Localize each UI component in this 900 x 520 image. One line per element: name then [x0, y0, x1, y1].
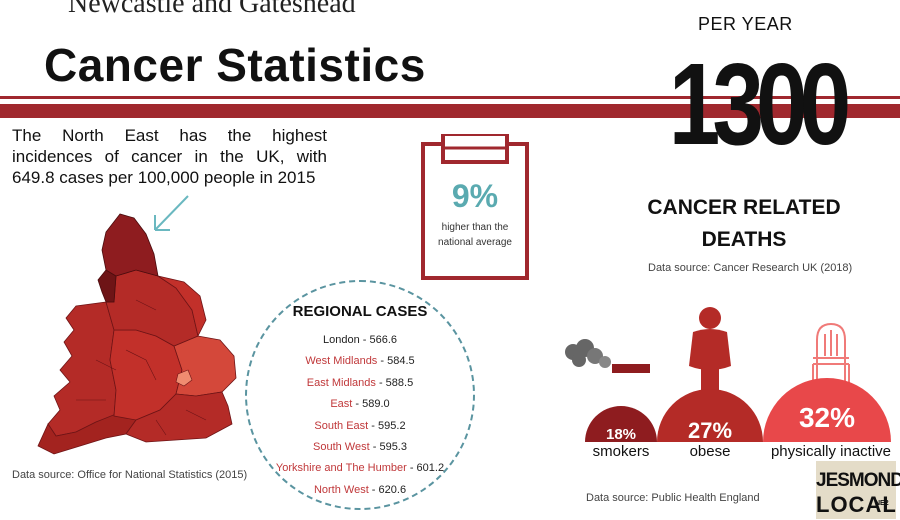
risk-factors-graphic: [565, 307, 891, 442]
comparison-percent: 9%: [451, 178, 499, 214]
obese-label: obese: [689, 443, 731, 460]
map-region-south: [125, 391, 233, 443]
page-title: Cancer Statistics: [44, 39, 426, 91]
regional-case-separator: -: [375, 376, 386, 389]
header-rule-thin: [0, 96, 900, 99]
regional-case-row: East Midlands - 588.5: [245, 373, 475, 394]
obese-percent: 27%: [687, 418, 733, 443]
regional-case-name: South West: [313, 440, 370, 453]
regional-case-name: East: [330, 398, 353, 411]
regional-case-value: 588.5: [385, 376, 414, 389]
regional-case-value: 595.2: [378, 419, 406, 432]
per-year-label: PER YEAR: [698, 14, 793, 34]
regional-case-separator: -: [368, 419, 379, 432]
regional-case-name: East Midlands: [306, 376, 376, 389]
regional-case-value: 620.6: [378, 483, 407, 496]
inactive-percent: 32%: [798, 402, 856, 433]
map-region-east: [173, 335, 237, 397]
regional-case-name: North West: [313, 483, 369, 496]
regional-case-row: London - 566.6: [245, 330, 475, 351]
logo-suffix: NE2: [875, 500, 889, 507]
regional-case-value: 601.2: [416, 462, 445, 475]
smoke-icon: [565, 339, 650, 373]
regional-case-name: London: [322, 334, 360, 346]
regional-case-value: 589.0: [362, 398, 390, 411]
regional-case-row: East - 589.0: [245, 394, 475, 415]
regional-cases-list: London - 566.6 West Midlands - 584.5 East …: [245, 330, 475, 501]
obese-semicircle: [657, 389, 763, 442]
regional-case-row: West Midlands - 584.5: [245, 351, 475, 372]
deaths-label-line2: DEATHS: [701, 228, 787, 251]
comparison-label: higher than the national average: [438, 222, 512, 248]
pointer-arrow-icon: [154, 195, 189, 231]
regional-case-separator: -: [377, 355, 388, 368]
regional-case-name: West Midlands: [305, 355, 378, 368]
risk-data-source: Data source: Public Health England: [586, 492, 760, 504]
regional-case-name: South East: [314, 419, 369, 432]
regional-case-separator: -: [352, 398, 363, 411]
place-heading: Newcastle and Gateshead: [68, 0, 356, 19]
map-data-source: Data source: Office for National Statist…: [12, 469, 248, 481]
regional-case-row: South West - 595.3: [245, 437, 475, 458]
smokers-percent: 18%: [605, 426, 637, 443]
deaths-label-line1: CANCER RELATED: [647, 196, 841, 219]
regional-cases-title: REGIONAL CASES: [292, 303, 428, 320]
regional-case-value: 595.3: [379, 440, 407, 453]
intro-text: The North East has the highest incidence…: [12, 126, 327, 187]
deaths-label: CANCER RELATED DEATHS: [620, 192, 868, 256]
header-rule-thick: [0, 104, 900, 118]
map-region-west: [47, 301, 117, 437]
person-icon: [689, 307, 731, 392]
smokers-label: smokers: [592, 443, 650, 460]
logo-line2: LOCAL: [816, 492, 897, 517]
inactive-label: physically inactive: [770, 443, 892, 460]
map-highlight-area: [175, 369, 193, 387]
smokers-semicircle: [585, 406, 657, 442]
regional-cases-circle: [245, 280, 475, 510]
chair-icon: [812, 322, 850, 386]
regional-case-value: 584.5: [387, 355, 415, 368]
map-region-humber: [157, 275, 207, 338]
regional-case-separator: -: [406, 462, 417, 475]
jesmond-local-logo: [816, 461, 896, 519]
regional-case-row: South East - 595.2: [245, 416, 475, 437]
deaths-number: 1300: [668, 39, 851, 169]
regional-case-row: North West - 620.6: [245, 480, 475, 501]
regional-case-separator: -: [368, 483, 379, 496]
england-wales-map: [37, 213, 237, 455]
inactive-semicircle: [763, 378, 891, 442]
regional-case-name: Yorkshire and The Humber: [275, 462, 407, 475]
regional-case-value: 566.6: [369, 334, 398, 346]
map-region-north-east: [101, 213, 159, 277]
regional-case-separator: -: [369, 440, 380, 453]
logo-line1: JESMOND: [816, 470, 900, 491]
clipboard-icon: [421, 134, 529, 280]
deaths-data-source: Data source: Cancer Research UK (2018): [648, 262, 853, 274]
regional-case-separator: -: [359, 334, 370, 346]
regional-case-row: Yorkshire and The Humber - 601.2: [245, 458, 475, 479]
